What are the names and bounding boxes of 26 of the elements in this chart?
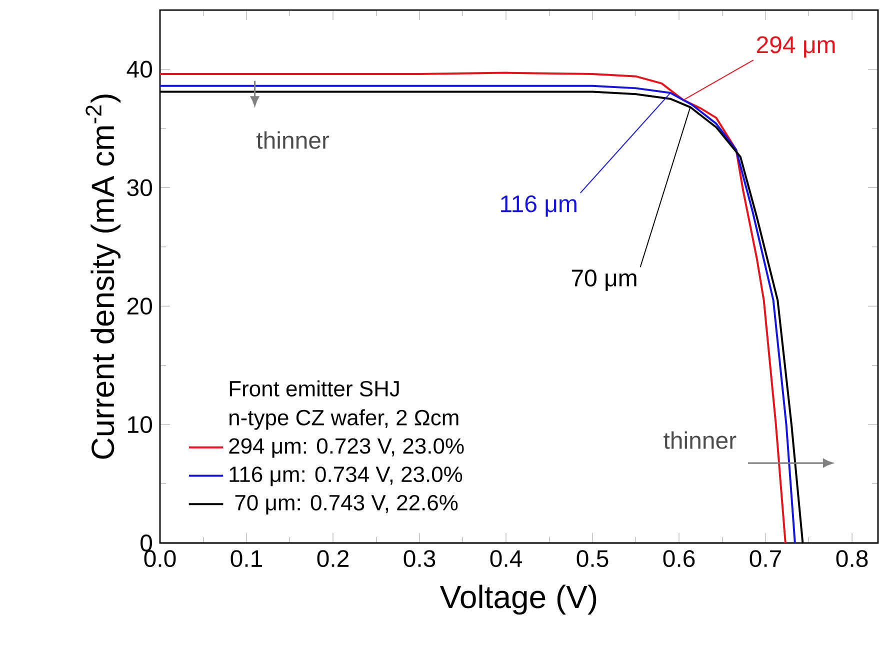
x-tick-label: 0.4 xyxy=(490,550,522,568)
x-tick-label: 0.8 xyxy=(836,550,868,568)
legend-label: 116 μm: 0.734 V, 23.0% xyxy=(230,466,462,486)
x-tick-label: 0.6 xyxy=(663,550,695,568)
y-tick-label: 40 xyxy=(126,60,152,78)
y-tick-label: 30 xyxy=(127,179,152,196)
x-axis-title: Voltage (V) xyxy=(440,584,596,615)
y-axis-title: Current density (mA cm$^{-2}$) xyxy=(86,94,121,459)
annotation: thinner xyxy=(256,131,330,149)
y-tick-label: 0 xyxy=(140,534,152,552)
legend-title: Front emitter SHJ xyxy=(230,380,399,397)
x-tick-label: 0.5 xyxy=(576,550,608,568)
y-tick-label: 20 xyxy=(127,298,152,315)
annotation: 70 μm xyxy=(572,270,636,291)
y-tick-label: 10 xyxy=(128,416,152,434)
x-tick-label: 0.7 xyxy=(750,550,782,568)
x-tick-label: 0.2 xyxy=(317,550,348,568)
annotation: 294 μm xyxy=(756,36,835,58)
legend-label: 70 μm: 0.743 V, 22.6% xyxy=(235,494,458,515)
annotation: thinner xyxy=(664,431,736,449)
legend-label: 294 μm: 0.723 V, 23.0% xyxy=(229,438,464,458)
annotation: 116 μm xyxy=(501,195,576,217)
x-tick-label: 0.0 xyxy=(144,550,176,568)
annotation: n-type CZ wafer, 2 Ωcm xyxy=(230,409,458,430)
x-tick-label: 0.3 xyxy=(404,550,436,568)
x-tick-label: 0.1 xyxy=(230,550,262,568)
